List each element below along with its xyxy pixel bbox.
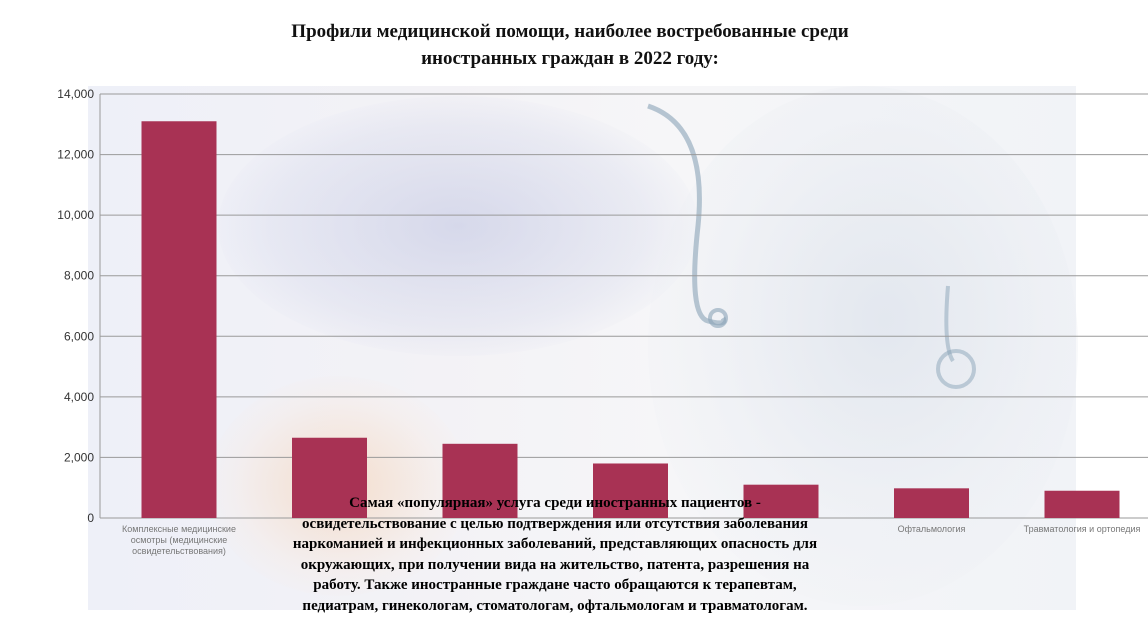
x-tick-label: Комплексные медицинские [122, 524, 236, 534]
doctor-coat-decoration [648, 86, 1078, 606]
y-tick-label: 8,000 [64, 269, 94, 283]
x-tick-label: освидетельствования) [132, 546, 226, 556]
world-map-decoration [218, 96, 698, 356]
x-tick-label: осмотры (медицинские [131, 535, 228, 545]
y-tick-label: 14,000 [57, 87, 94, 101]
description-line: наркоманией и инфекционных заболеваний, … [292, 536, 818, 552]
bar [442, 443, 518, 518]
y-tick-label: 0 [87, 511, 94, 525]
stethoscope-icon [647, 103, 976, 389]
background-image [88, 86, 1078, 610]
y-tick-label: 10,000 [57, 208, 94, 222]
chart-title-line-2: иностранных граждан в 2022 году: [421, 48, 719, 69]
chart-title-line-1: Профили медицинской помощи, наиболее вос… [291, 21, 849, 42]
bar [141, 121, 217, 518]
description-line: окружающих, при получении вида на житель… [300, 556, 810, 573]
bar [292, 437, 367, 518]
x-tick-label: Травматология и ортопедия [1024, 524, 1141, 534]
description-line: педиатрам, гинекологам, стоматологам, оф… [302, 597, 808, 614]
y-tick-label: 12,000 [57, 148, 94, 162]
y-tick-label: 2,000 [64, 450, 94, 464]
x-tick-label: Офтальмология [898, 524, 966, 534]
description-line: Самая «популярная» услуга среди иностран… [349, 495, 761, 511]
bar [593, 463, 668, 518]
bar [894, 488, 969, 518]
chart-title: Профили медицинской помощи, наиболее вос… [150, 18, 990, 72]
description-line: работу. Также иностранные граждане часто… [313, 577, 797, 593]
bar [1044, 490, 1120, 518]
y-tick-label: 4,000 [64, 390, 94, 404]
bar [743, 484, 819, 518]
description-line: освидетельствование с целью подтверждени… [302, 515, 808, 532]
description-text: Самая «популярная» услуга среди иностран… [235, 493, 875, 616]
y-tick-label: 6,000 [64, 329, 94, 343]
